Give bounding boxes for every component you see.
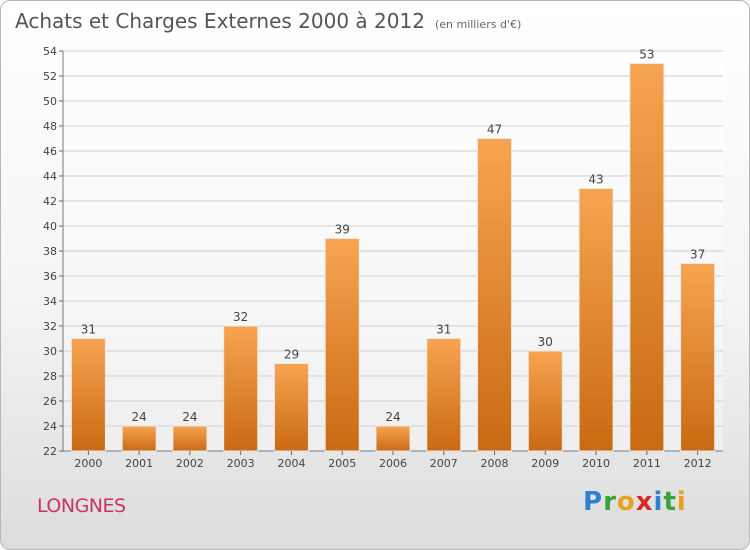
bar: [375, 425, 411, 452]
x-tick-label: 2007: [430, 457, 458, 470]
chart-subtitle: (en milliers d'€): [434, 18, 522, 31]
y-tick-label: 54: [43, 45, 57, 58]
x-tick-label: 2002: [176, 457, 204, 470]
y-tick-label: 28: [43, 370, 57, 383]
x-tick-label: 2005: [328, 457, 356, 470]
data-label: 30: [538, 335, 553, 349]
data-label: 24: [182, 410, 197, 424]
y-tick-label: 26: [43, 395, 57, 408]
bar: [70, 338, 106, 452]
y-tick-label: 34: [43, 295, 57, 308]
data-label: 43: [588, 173, 603, 187]
logo-letter: P: [583, 487, 604, 517]
data-label: 24: [132, 410, 147, 424]
data-label: 37: [690, 248, 705, 262]
y-tick-label: 38: [43, 245, 57, 258]
data-label: 31: [81, 323, 96, 337]
bar: [527, 350, 563, 452]
x-tick-label: 2001: [125, 457, 153, 470]
bar: [121, 425, 157, 452]
bar: [324, 238, 360, 452]
x-tick-label: 2003: [227, 457, 255, 470]
x-tick-label: 2009: [531, 457, 559, 470]
bar: [172, 425, 208, 452]
bar: [680, 263, 716, 452]
y-tick-label: 44: [43, 170, 57, 183]
bar: [578, 188, 614, 452]
chart-title: Achats et Charges Externes 2000 à 2012 (e…: [15, 9, 521, 33]
x-tick-label: 2004: [277, 457, 305, 470]
data-label: 47: [487, 123, 502, 137]
data-label: 31: [436, 323, 451, 337]
y-tick-label: 24: [43, 420, 57, 433]
logo-letter: i: [653, 487, 664, 517]
commune-name: LONGNES: [37, 495, 126, 517]
y-tick-label: 42: [43, 195, 57, 208]
logo-letter: x: [635, 487, 654, 517]
x-tick-label: 2000: [74, 457, 102, 470]
data-label: 24: [385, 410, 400, 424]
x-tick-label: 2006: [379, 457, 407, 470]
logo-letter: o: [616, 487, 636, 517]
y-tick-label: 32: [43, 320, 57, 333]
data-label: 32: [233, 310, 248, 324]
x-tick-label: 2011: [633, 457, 661, 470]
data-label: 53: [639, 48, 654, 62]
y-tick-label: 46: [43, 145, 57, 158]
y-tick-label: 40: [43, 220, 57, 233]
bar: [273, 363, 309, 452]
x-tick-label: 2010: [582, 457, 610, 470]
y-tick-label: 30: [43, 345, 57, 358]
x-tick-label: 2012: [684, 457, 712, 470]
y-tick-label: 50: [43, 95, 57, 108]
y-tick-label: 22: [43, 445, 57, 458]
data-label: 39: [335, 223, 350, 237]
logo-letter: r: [603, 487, 617, 517]
chart-title-text: Achats et Charges Externes 2000 à 2012: [15, 9, 425, 33]
y-tick-label: 48: [43, 120, 57, 133]
x-tick-label: 2008: [481, 457, 509, 470]
bar: [223, 325, 259, 452]
bar: [426, 338, 462, 452]
y-tick-label: 36: [43, 270, 57, 283]
bar: [477, 138, 513, 452]
y-tick-label: 52: [43, 70, 57, 83]
bar: [629, 63, 665, 452]
logo-letter: i: [676, 487, 687, 517]
logo-letter: t: [663, 487, 677, 517]
data-label: 29: [284, 348, 299, 362]
proxiti-logo: Proxiti: [583, 487, 687, 517]
